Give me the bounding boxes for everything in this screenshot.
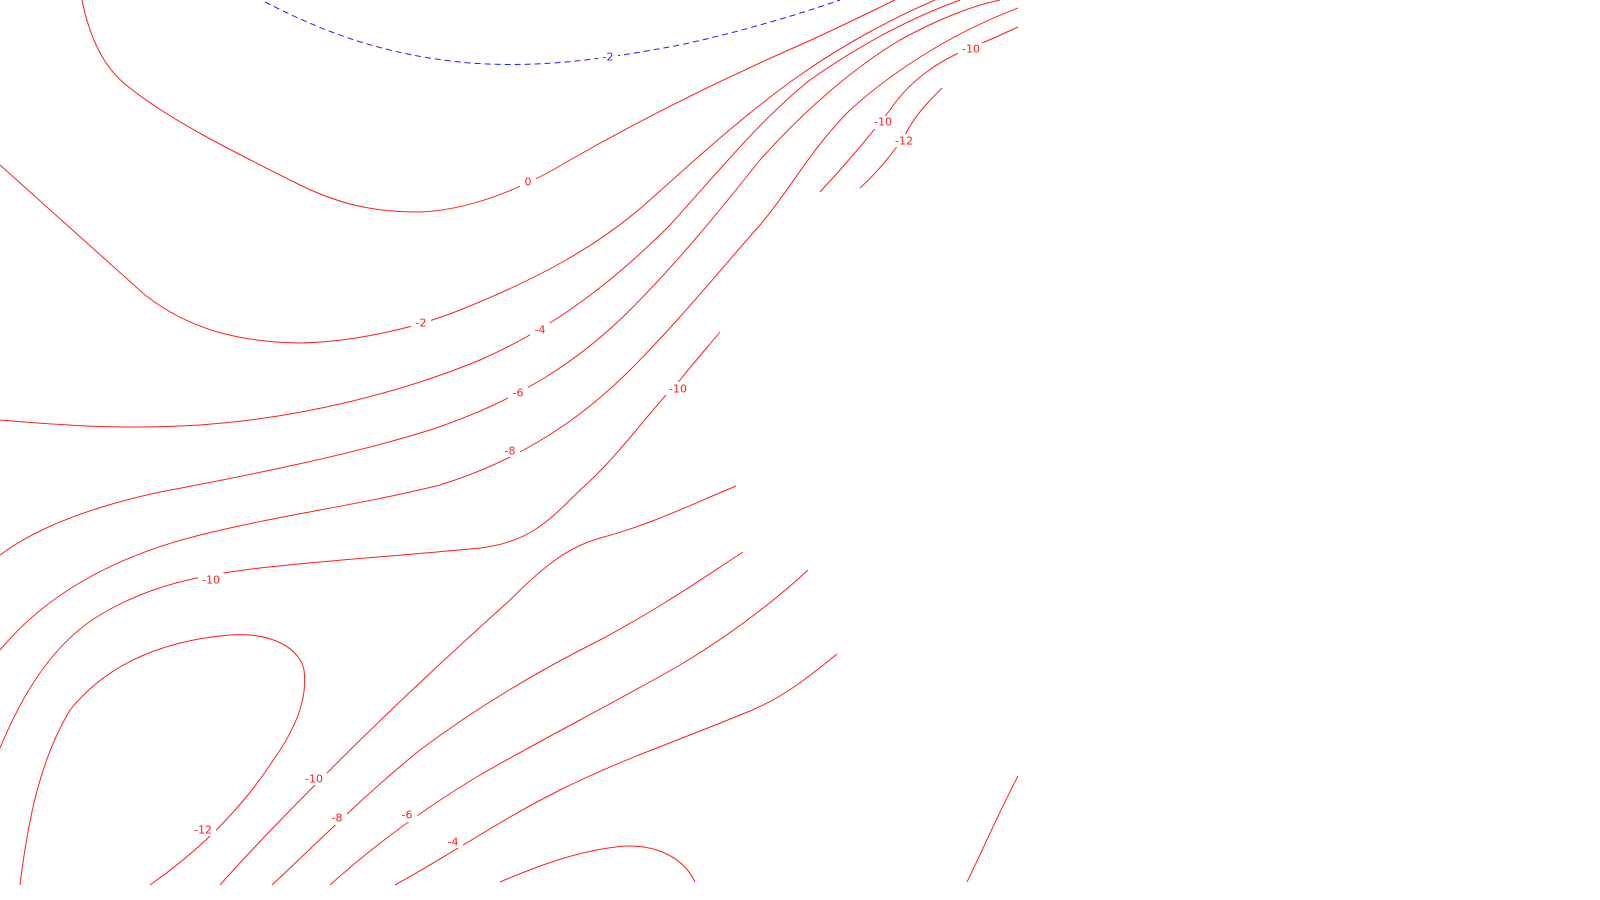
svg-text:-10: -10	[669, 383, 687, 396]
svg-text:-4: -4	[535, 324, 546, 337]
contour-line-minus-6-sw	[329, 569, 809, 886]
svg-text:-4: -4	[448, 836, 459, 849]
svg-text:-12: -12	[895, 135, 913, 148]
svg-text:-6: -6	[513, 387, 524, 400]
contour-label-minus-8-sw: -8	[327, 812, 347, 825]
svg-text:-10: -10	[202, 574, 220, 587]
contour-label-minus-2-top: -2	[598, 51, 618, 64]
svg-text:-8: -8	[505, 445, 516, 458]
contour-line-bottom-arc	[499, 845, 696, 883]
svg-text:0: 0	[525, 176, 532, 189]
svg-text:-12: -12	[194, 824, 212, 837]
contour-label-minus-6-sw: -6	[397, 809, 417, 822]
contour-label-minus-12-ne: -12	[891, 134, 917, 148]
svg-text:-2: -2	[603, 51, 614, 64]
contour-label-minus-12-sw: -12	[190, 823, 216, 837]
contour-line-minus-4	[0, 0, 961, 428]
svg-text:-10: -10	[874, 116, 892, 129]
contour-label-minus-10-left: -10	[198, 573, 224, 587]
contour-line-minus-10	[0, 331, 721, 749]
contour-label-minus-10-mid: -10	[665, 382, 691, 396]
contour-label-minus-2: -2	[411, 316, 431, 330]
contour-label-minus-6: -6	[508, 386, 528, 400]
contour-label-minus-10-ne-a: -10	[958, 43, 984, 56]
contour-line-minus-10-ne	[819, 26, 1019, 193]
contour-line-0	[81, 0, 896, 213]
svg-text:-10: -10	[305, 773, 323, 786]
contour-label-minus-10-ne-b: -10	[870, 116, 896, 129]
contour-line-minus-6	[0, 0, 1001, 556]
contour-label-minus-8: -8	[500, 444, 520, 458]
contour-line-minus-2	[0, 0, 936, 344]
contour-label-minus-4: -4	[530, 323, 550, 337]
contour-line-dashed	[264, 0, 841, 65]
contour-line-minus-4-sw	[394, 653, 838, 886]
contour-line-minus-8	[0, 7, 1019, 651]
contour-line-right-edge	[966, 775, 1019, 883]
contour-line-minus-12-sw	[19, 634, 306, 886]
svg-text:-6: -6	[402, 809, 413, 822]
contour-label-minus-10-sw: -10	[301, 772, 327, 786]
svg-text:-8: -8	[332, 812, 343, 825]
svg-text:-10: -10	[962, 43, 980, 56]
contour-line-minus-10-sw	[219, 485, 737, 886]
svg-text:-2: -2	[416, 317, 427, 330]
contour-label-minus-4-sw: -4	[443, 835, 463, 849]
contour-label-0: 0	[520, 176, 536, 189]
